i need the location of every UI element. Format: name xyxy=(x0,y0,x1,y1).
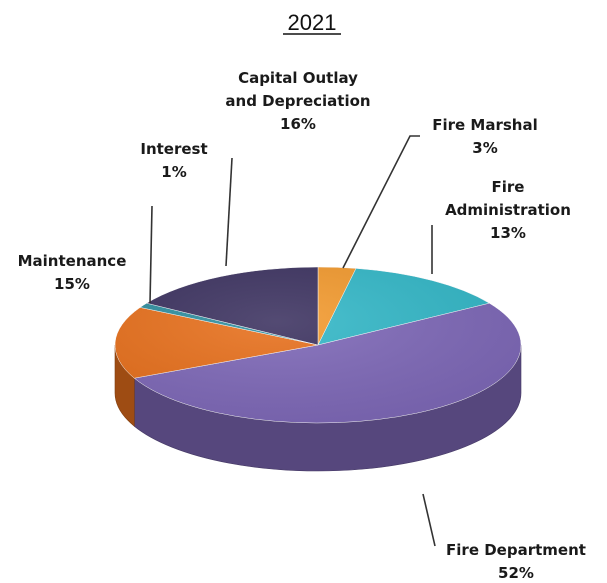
leader-line-maintenance xyxy=(149,205,153,304)
slice-label-line: 3% xyxy=(472,139,497,157)
slice-label-line: 15% xyxy=(54,275,90,293)
slice-label-line: 1% xyxy=(161,163,186,181)
leader-line-fire-department xyxy=(422,493,436,547)
slice-label-line: Fire Department xyxy=(446,541,586,559)
slice-label-line: 13% xyxy=(490,224,526,242)
slice-label-fire-marshal: Fire Marshal 3% xyxy=(432,116,538,157)
leader-line-fire-marshal xyxy=(342,135,420,269)
slice-label-interest: Interest 1% xyxy=(140,140,207,181)
pie-top xyxy=(114,266,522,424)
leader-line-interest xyxy=(225,157,233,267)
slice-label-line: and Depreciation xyxy=(225,92,370,110)
slice-label-line: Maintenance xyxy=(18,252,127,270)
slice-label-line: Capital Outlay xyxy=(238,69,358,87)
slice-label-capital-outlay-and-depreciation: Capital Outlay and Depreciation 16% xyxy=(225,69,370,133)
slice-label-line: Administration xyxy=(445,201,571,219)
slice-label-line: 52% xyxy=(498,564,534,582)
chart-title-group: 2021 xyxy=(283,10,341,35)
chart-title: 2021 xyxy=(288,10,337,35)
slice-label-maintenance: Maintenance 15% xyxy=(18,252,127,293)
pie-shading xyxy=(115,267,521,423)
slice-label-fire-administration: Fire Administration 13% xyxy=(445,178,571,242)
slice-label-fire-department: Fire Department 52% xyxy=(446,541,586,582)
pie-leaders xyxy=(149,135,436,547)
slice-label-line: Fire xyxy=(492,178,525,196)
slice-label-line: Interest xyxy=(140,140,207,158)
pie-labels: Fire Marshal 3% Fire Administration 13% Fire … xyxy=(18,69,586,582)
slice-label-line: 16% xyxy=(280,115,316,133)
slice-label-line: Fire Marshal xyxy=(432,116,538,134)
